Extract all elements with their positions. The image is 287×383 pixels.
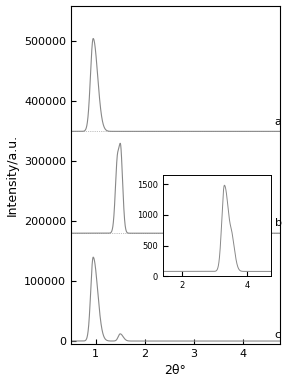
Text: b: b (275, 218, 282, 228)
Text: c: c (275, 330, 281, 340)
Y-axis label: Intensity/a.u.: Intensity/a.u. (5, 134, 19, 216)
Text: a: a (275, 116, 282, 126)
X-axis label: 2θ°: 2θ° (164, 365, 186, 377)
